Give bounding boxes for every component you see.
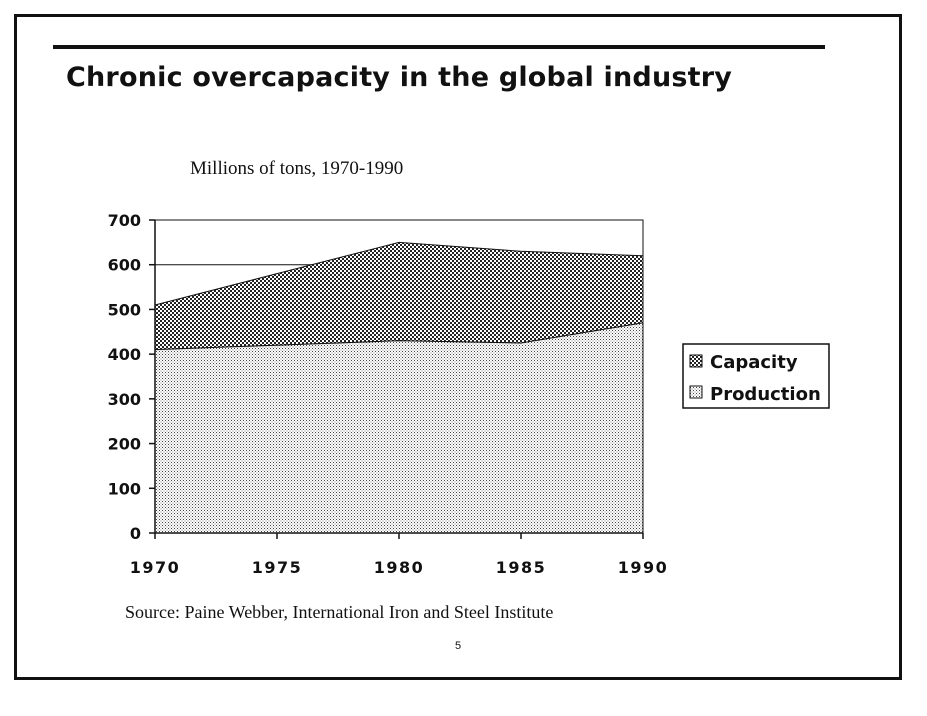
- legend-label-production: Production: [710, 384, 821, 405]
- y-tick-label: 400: [108, 345, 141, 364]
- y-tick-label: 600: [108, 256, 141, 275]
- chart-subtitle: Millions of tons, 1970-1990: [190, 158, 404, 179]
- production-area: [154, 322, 644, 534]
- y-tick-label: 700: [108, 211, 141, 230]
- x-tick-label: 1985: [496, 558, 547, 577]
- legend: Capacity Production: [682, 343, 830, 409]
- legend-box: [682, 343, 830, 409]
- legend-swatch-capacity: [689, 354, 703, 368]
- x-ticks: 1970 1975 1980 1985 1990: [130, 533, 669, 577]
- x-tick-label: 1990: [618, 558, 669, 577]
- source-note: Source: Paine Webber, International Iron…: [125, 602, 554, 622]
- title-rule: [53, 45, 825, 49]
- y-tick-label: 300: [108, 390, 141, 409]
- capacity-area: [154, 241, 644, 351]
- y-ticks: 0 100 200 300 400 500 600 700: [108, 211, 155, 543]
- legend-swatch-production: [689, 385, 703, 399]
- page-number: 5: [455, 640, 462, 652]
- y-tick-label: 100: [108, 479, 141, 498]
- y-tick-label: 500: [108, 300, 141, 319]
- y-tick-label: 0: [130, 524, 141, 543]
- x-tick-label: 1980: [374, 558, 425, 577]
- y-tick-label: 200: [108, 435, 141, 454]
- x-tick-label: 1975: [252, 558, 303, 577]
- legend-label-capacity: Capacity: [710, 352, 798, 373]
- x-tick-label: 1970: [130, 558, 181, 577]
- slide-title: Chronic overcapacity in the global indus…: [66, 62, 733, 93]
